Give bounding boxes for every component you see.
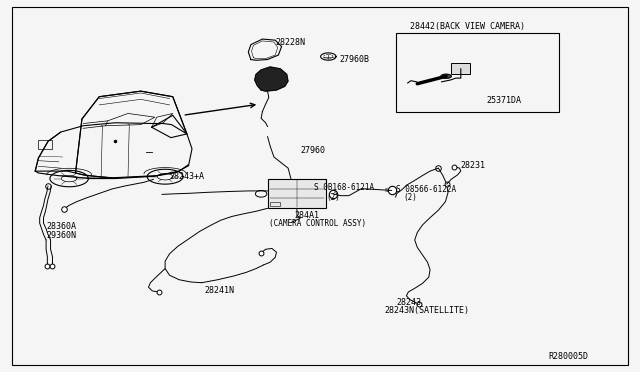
Text: S 08566-6122A: S 08566-6122A	[396, 185, 456, 194]
Text: 28231: 28231	[461, 161, 486, 170]
Bar	[396, 33, 559, 112]
Polygon shape	[255, 67, 288, 91]
Text: S: S	[385, 187, 388, 193]
Bar	[268, 179, 326, 208]
Text: (2): (2)	[403, 193, 417, 202]
Text: 284A1: 284A1	[294, 211, 319, 220]
Bar	[451, 63, 470, 74]
Text: 28442(BACK VIEW CAMERA): 28442(BACK VIEW CAMERA)	[410, 22, 525, 31]
Text: 28243: 28243	[397, 298, 422, 307]
Text: (2): (2)	[326, 193, 340, 202]
Polygon shape	[441, 74, 451, 78]
Text: 28228N: 28228N	[275, 38, 305, 47]
Text: 28243+A: 28243+A	[170, 172, 205, 181]
Text: 28360A: 28360A	[46, 222, 76, 231]
Text: S: S	[334, 191, 337, 196]
Text: S 0B168-6121A: S 0B168-6121A	[314, 183, 374, 192]
Text: (CAMERA CONTROL ASSY): (CAMERA CONTROL ASSY)	[269, 219, 366, 228]
Text: R280005D: R280005D	[549, 352, 589, 361]
Text: 28241N: 28241N	[205, 286, 235, 295]
Bar	[270, 202, 280, 206]
Text: 27960: 27960	[301, 146, 326, 155]
Text: 29360N: 29360N	[46, 231, 76, 240]
Text: 27960B: 27960B	[339, 55, 369, 64]
Bar	[38, 140, 52, 149]
Text: 28243N(SATELLITE): 28243N(SATELLITE)	[384, 306, 469, 315]
Text: 25371DA: 25371DA	[486, 96, 522, 105]
